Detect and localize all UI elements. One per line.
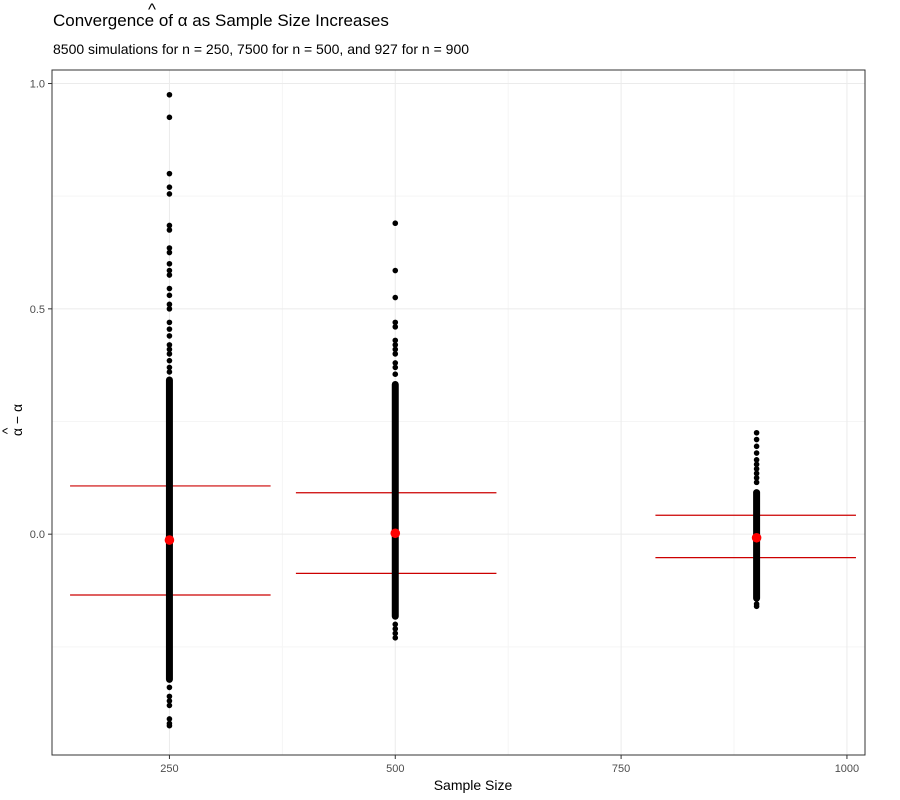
mean-point-n500	[390, 528, 401, 539]
data-point-n250	[166, 191, 173, 197]
data-point-n500	[392, 267, 399, 274]
data-point-n500	[392, 621, 399, 628]
data-point-n250	[166, 91, 173, 98]
data-point-n500	[392, 342, 399, 348]
data-point-n250	[166, 301, 173, 308]
chart-subtitle: 8500 simulations for n = 250, 7500 for n…	[53, 41, 469, 57]
data-point-n250	[166, 693, 173, 700]
data-point-n500	[392, 635, 399, 641]
svg-text:α − α: α − α	[9, 404, 25, 436]
point-cluster-n250	[165, 376, 173, 683]
y-axis-ticks: 0.0 0.5 1.0	[30, 79, 52, 541]
data-point-n250	[166, 326, 173, 332]
data-point-n900	[753, 479, 760, 486]
x-axis-title: Sample Size	[434, 777, 513, 793]
panel-border	[51, 69, 866, 756]
data-point-n250	[166, 357, 173, 364]
y-axis-title: α − α ^	[0, 404, 25, 436]
data-point-n250	[166, 222, 173, 229]
x-tick-label: 1000	[835, 763, 859, 775]
data-point-n250	[166, 245, 173, 251]
data-point-n900	[753, 429, 760, 436]
data-point-n900	[753, 436, 760, 443]
title-hat-icon: ^	[148, 0, 156, 19]
data-point-n250	[166, 184, 173, 190]
y-tick-label: 0.0	[30, 529, 45, 541]
data-point-n250	[166, 351, 173, 357]
data-point-n250	[166, 716, 173, 722]
data-point-n500	[392, 319, 399, 326]
band-layer	[70, 485, 856, 596]
data-point-n500	[392, 324, 399, 330]
y-axis-rest: − α	[9, 404, 25, 428]
data-point-n250	[166, 260, 173, 267]
data-point-n250	[166, 306, 173, 312]
data-point-n250	[166, 319, 173, 326]
x-tick-label: 750	[612, 763, 630, 775]
y-axis-alpha-hat: α	[9, 428, 25, 436]
data-point-n500	[392, 626, 399, 632]
data-point-n900	[753, 457, 760, 463]
y-tick-label: 1.0	[30, 79, 45, 91]
data-point-n900	[753, 450, 760, 456]
data-point-n500	[392, 220, 399, 227]
y-axis-hat-icon: ^	[0, 427, 15, 434]
data-point-n250	[166, 285, 173, 292]
chart-title: Convergence of α as Sample Size Increase…	[53, 11, 389, 30]
point-cluster-n900	[753, 489, 761, 602]
point-layer	[165, 91, 761, 729]
mean-point-n250	[164, 535, 175, 545]
data-point-n500	[392, 294, 399, 301]
data-point-n250	[166, 346, 173, 353]
grid-layer	[52, 70, 865, 755]
data-point-n250	[166, 272, 173, 278]
data-point-n900	[753, 443, 760, 450]
data-point-n500	[392, 346, 399, 353]
data-point-n900	[753, 466, 760, 472]
data-point-n250	[166, 267, 173, 274]
data-point-n500	[392, 364, 399, 371]
data-point-n250	[166, 364, 173, 371]
x-axis-ticks: 250 500 750 1000	[160, 755, 859, 775]
data-point-n250	[166, 249, 173, 256]
data-point-n250	[166, 342, 173, 348]
data-point-n500	[392, 630, 399, 637]
title-suffix: as Sample Size Increases	[188, 11, 389, 30]
data-point-n250	[166, 369, 173, 375]
data-point-n500	[392, 351, 399, 357]
data-point-n250	[166, 698, 173, 704]
data-point-n250	[166, 684, 173, 691]
data-point-n250	[166, 227, 173, 233]
data-point-n250	[166, 170, 173, 177]
data-point-n900	[753, 470, 760, 477]
title-alpha-symbol: α	[178, 11, 188, 30]
data-point-n250	[166, 722, 173, 729]
mean-layer	[164, 528, 762, 545]
data-point-n250	[166, 333, 173, 339]
data-point-n250	[166, 292, 173, 299]
data-point-n500	[392, 371, 399, 377]
data-point-n500	[392, 337, 399, 344]
data-point-n900	[753, 461, 760, 468]
data-point-n250	[166, 702, 173, 709]
x-tick-label: 500	[386, 763, 404, 775]
data-point-n500	[392, 360, 399, 366]
data-point-n900	[753, 475, 760, 481]
data-point-n250	[166, 114, 173, 121]
y-tick-label: 0.5	[30, 304, 45, 316]
title-prefix: Convergence of	[53, 11, 178, 30]
mean-point-n900	[751, 532, 762, 543]
x-tick-label: 250	[160, 763, 178, 775]
point-cluster-n500	[391, 380, 399, 620]
data-point-n900	[753, 603, 760, 610]
